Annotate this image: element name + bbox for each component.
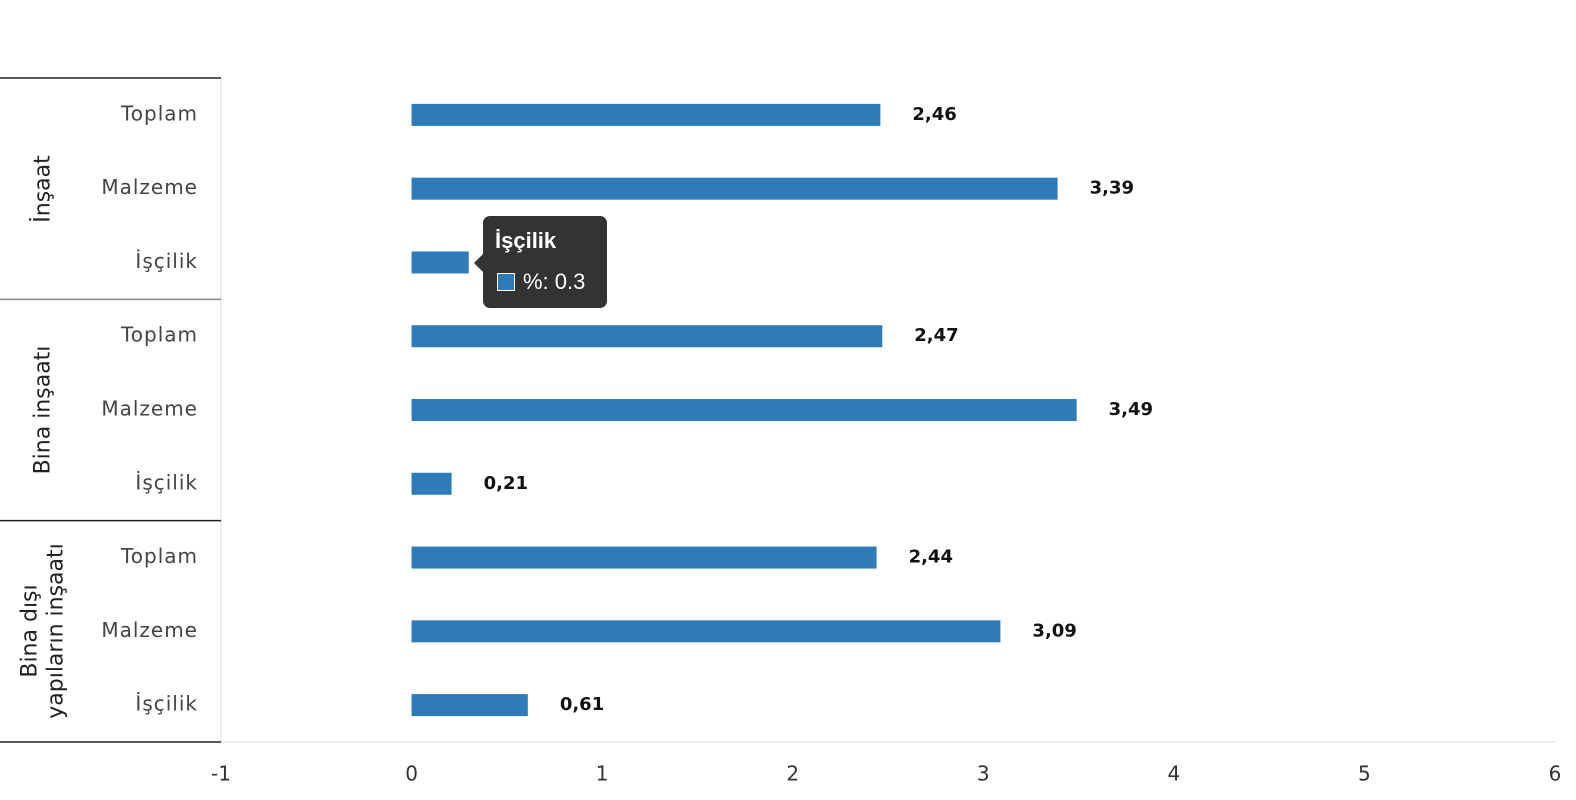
x-tick-label: 1 <box>596 762 609 786</box>
y-tick-label: Malzeme <box>101 397 198 421</box>
y-tick-label: Malzeme <box>101 618 198 642</box>
bar <box>411 325 883 348</box>
x-tick-label: 3 <box>977 762 990 786</box>
x-tick-label: 0 <box>405 762 418 786</box>
data-label: 2,46 <box>912 104 956 125</box>
y-tick-label: Malzeme <box>101 175 198 199</box>
y-tick-label: Toplam <box>120 323 198 347</box>
x-tick-label: 2 <box>786 762 799 786</box>
data-label: 2,44 <box>909 547 953 568</box>
y-tick-label: Toplam <box>120 544 198 568</box>
group-label: İnşaat <box>14 78 74 299</box>
data-label: 2,47 <box>914 325 958 346</box>
group-label: Bina inşaatı <box>14 299 74 520</box>
data-label: 0,61 <box>560 694 604 715</box>
data-label: 0,21 <box>484 473 528 494</box>
group-label-text: Bina dışı yapıların inşaatı <box>18 543 70 720</box>
group-label-text: İnşaat <box>31 154 57 223</box>
data-label: 3,39 <box>1090 178 1134 199</box>
bar <box>411 177 1058 200</box>
y-tick-label: İşçilik <box>135 470 198 494</box>
tooltip-label: %: 0.3 <box>523 269 586 294</box>
bar <box>411 694 528 717</box>
x-tick-label: 6 <box>1549 762 1562 786</box>
bar <box>411 620 1001 643</box>
bar <box>411 546 877 569</box>
data-label: 3,49 <box>1109 399 1153 420</box>
bar <box>411 251 469 274</box>
x-tick-label: 4 <box>1167 762 1180 786</box>
y-tick-label: İşçilik <box>135 692 198 716</box>
bar <box>411 399 1077 421</box>
group-label: Bina dışı yapıların inşaatı <box>14 521 74 742</box>
bar <box>411 103 881 126</box>
tooltip-swatch <box>497 273 515 291</box>
tooltip-title: İşçilik <box>495 228 557 253</box>
x-tick-label: -1 <box>211 762 231 786</box>
y-tick-label: İşçilik <box>135 249 198 273</box>
y-tick-label: Toplam <box>120 101 198 125</box>
x-tick-label: 5 <box>1358 762 1371 786</box>
data-label: 3,09 <box>1032 620 1076 641</box>
group-label-text: Bina inşaatı <box>31 345 57 475</box>
tooltip: İşçilik %: 0.3 <box>474 216 607 308</box>
bar <box>411 472 452 495</box>
